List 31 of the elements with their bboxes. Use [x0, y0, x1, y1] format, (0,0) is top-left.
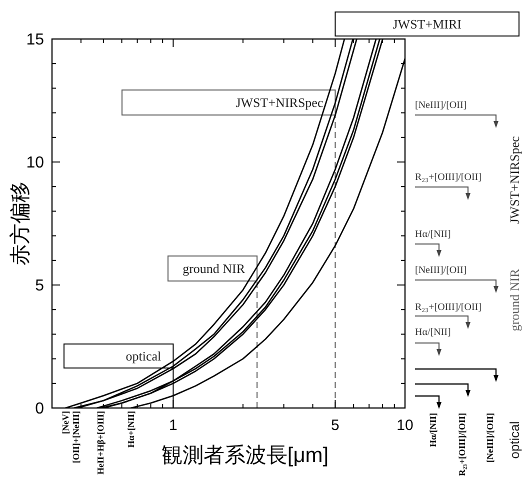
text: Hα/[NII] — [428, 413, 438, 448]
text: [NeIII]/[OII] — [415, 100, 467, 111]
ref-line-label: optical — [126, 348, 162, 364]
x-tick-label: 1 — [169, 417, 178, 434]
y-tick-label: 10 — [26, 154, 44, 172]
text: Hα/[NII] — [415, 327, 451, 338]
text: R₂₃+[OIII]/[OII] — [415, 302, 482, 313]
text: [NeIII]/[OII] — [415, 265, 467, 276]
annotation: HeII+Hβ+[OIII] — [96, 411, 106, 475]
text: JWST+MIRI — [392, 16, 462, 32]
annotation: [NeV] — [60, 411, 70, 434]
text: ground NIR — [507, 268, 522, 332]
y-tick-label: 0 — [35, 400, 44, 418]
text: R₂₃+[OIII]/[OII] — [457, 413, 467, 476]
x-tick-label: 10 — [396, 417, 414, 434]
annotation: [OII]+[NeIII] — [70, 411, 81, 464]
ref-line-label: ground NIR — [182, 261, 246, 276]
y-tick-label: 15 — [26, 32, 44, 48]
text: Hα/[NII] — [415, 229, 451, 240]
text: JWST+NIRSpec — [507, 136, 522, 224]
text: optical — [507, 421, 522, 459]
x-axis-title: 観測者系波長[μm] — [161, 444, 329, 467]
ref-line: ground NIR — [168, 256, 258, 408]
ref-line: optical — [64, 344, 174, 408]
y-axis-title: 赤方偏移 — [9, 182, 32, 266]
text: [NeIII]/[OII] — [485, 413, 495, 462]
y-tick-label: 5 — [35, 278, 44, 294]
text: R₂₃+[OIII]/[OII] — [415, 172, 482, 183]
ref-line-label: JWST+NIRSpec — [236, 95, 324, 110]
annotation: Hα+[NII] — [126, 411, 136, 448]
x-tick-label: 5 — [331, 417, 340, 434]
